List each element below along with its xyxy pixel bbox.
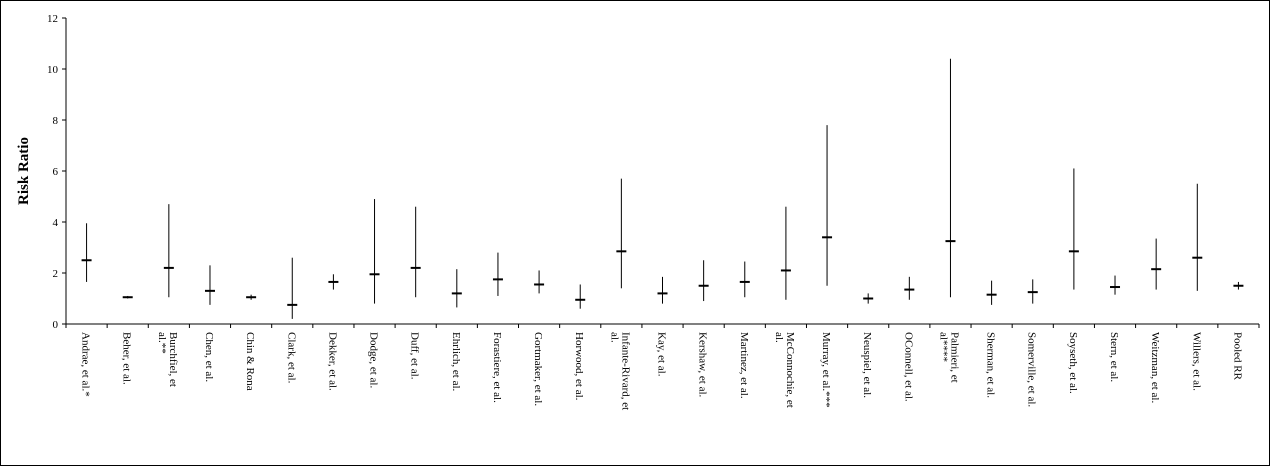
x-axis: Andrae, et al.* Beher, et al. Burchfiel, e…: [65, 323, 1260, 410]
x-tick-label: Andrae, et al.*: [80, 332, 92, 397]
y-tick-label: 4: [53, 217, 59, 229]
y-tick-label: 12: [47, 13, 58, 25]
svg-text:OConnell, et al.: OConnell, et al.: [902, 332, 914, 402]
x-tick-label: Chen, et al.: [203, 332, 215, 382]
x-tick-label: Dodge, et al.: [368, 332, 380, 388]
x-tick-label: Willers, et al.: [1190, 332, 1202, 391]
svg-text:Chin & Rona: Chin & Rona: [244, 332, 256, 391]
x-tick-label: Palmieri, etal****: [937, 332, 960, 383]
svg-text:Dodge, et al.: Dodge, et al.: [368, 332, 380, 388]
x-tick-label: Dekker, et al.: [326, 332, 338, 391]
x-tick-label: Chin & Rona: [244, 332, 256, 391]
svg-text:Forastiere, et al.: Forastiere, et al.: [491, 332, 503, 403]
y-tick-label: 0: [53, 319, 59, 331]
x-tick-label: Horwood, et al.: [573, 332, 585, 401]
x-tick-label: Kay, et al.: [656, 332, 668, 377]
svg-text:Willers, et al.: Willers, et al.: [1190, 332, 1202, 391]
svg-text:Ehrlich, et al.: Ehrlich, et al.: [450, 332, 462, 392]
x-tick-label: Weitzman, et al.: [1149, 332, 1161, 403]
x-tick-label: Duff, et al.: [409, 332, 421, 380]
svg-text:Murray, et al.***: Murray, et al.***: [820, 332, 832, 408]
y-tick-label: 8: [53, 115, 59, 127]
svg-text:Neuspiel, et al.: Neuspiel, et al.: [861, 332, 873, 398]
x-tick-label: Somerville, et al.: [1026, 332, 1038, 407]
x-tick-label: OConnell, et al.: [902, 332, 914, 402]
svg-text:Kershaw, et al.: Kershaw, et al.: [697, 332, 709, 398]
svg-text:Burchfiel, etal.**: Burchfiel, etal.**: [156, 332, 179, 387]
svg-text:Kay, et al.: Kay, et al.: [656, 332, 668, 377]
x-tick-label: Forastiere, et al.: [491, 332, 503, 403]
x-tick-label: Neuspiel, et al.: [861, 332, 873, 398]
plot-marks: [81, 58, 1244, 319]
y-axis-label: Risk Ratio: [16, 137, 32, 205]
x-tick-label: McConnochie, etal.: [773, 332, 796, 408]
svg-text:Soyseth, et al.: Soyseth, et al.: [1067, 332, 1079, 394]
svg-text:Gortmaker, et al.: Gortmaker, et al.: [532, 332, 544, 406]
x-tick-label: Burchfiel, etal.**: [156, 332, 179, 387]
svg-text:McConnochie, etal.: McConnochie, etal.: [773, 332, 796, 408]
x-tick-label: Beher, et al.: [121, 332, 133, 385]
x-tick-label: Murray, et al.***: [820, 332, 832, 408]
y-tick-label: 2: [53, 268, 59, 280]
svg-text:Weitzman, et al.: Weitzman, et al.: [1149, 332, 1161, 403]
svg-text:Sherman, et al.: Sherman, et al.: [985, 332, 997, 398]
svg-text:Dekker, et al.: Dekker, et al.: [326, 332, 338, 391]
x-tick-label: Clark, et al.: [285, 332, 297, 384]
x-tick-label: Pooled RR: [1231, 332, 1243, 381]
svg-text:Clark, et al.: Clark, et al.: [285, 332, 297, 384]
x-tick-label: Stern, et al.: [1108, 332, 1120, 382]
svg-text:Somerville, et al.: Somerville, et al.: [1026, 332, 1038, 407]
x-tick-label: Sherman, et al.: [985, 332, 997, 398]
x-tick-label: Martinez, et al.: [738, 332, 750, 399]
svg-text:Infante-Rivard, etal.: Infante-Rivard, etal.: [608, 332, 631, 410]
x-tick-label: Soyseth, et al.: [1067, 332, 1079, 394]
y-tick-label: 10: [47, 64, 59, 76]
svg-text:Pooled RR: Pooled RR: [1231, 332, 1243, 381]
y-tick-label: 6: [53, 166, 59, 178]
svg-text:Horwood, et al.: Horwood, et al.: [573, 332, 585, 401]
svg-text:Palmieri, etal****: Palmieri, etal****: [937, 332, 960, 383]
y-axis: 0 2 4 6 8 10 12: [47, 13, 67, 331]
x-tick-label: Kershaw, et al.: [697, 332, 709, 398]
svg-text:Duff, et al.: Duff, et al.: [409, 332, 421, 380]
svg-text:Beher, et al.: Beher, et al.: [121, 332, 133, 385]
svg-text:Andrae, et al.*: Andrae, et al.*: [80, 332, 92, 397]
x-tick-label: Gortmaker, et al.: [532, 332, 544, 406]
x-tick-label: Ehrlich, et al.: [450, 332, 462, 392]
svg-text:Martinez, et al.: Martinez, et al.: [738, 332, 750, 399]
x-tick-label: Infante-Rivard, etal.: [608, 332, 631, 410]
svg-text:Chen, et al.: Chen, et al.: [203, 332, 215, 382]
svg-text:Stern, et al.: Stern, et al.: [1108, 332, 1120, 382]
